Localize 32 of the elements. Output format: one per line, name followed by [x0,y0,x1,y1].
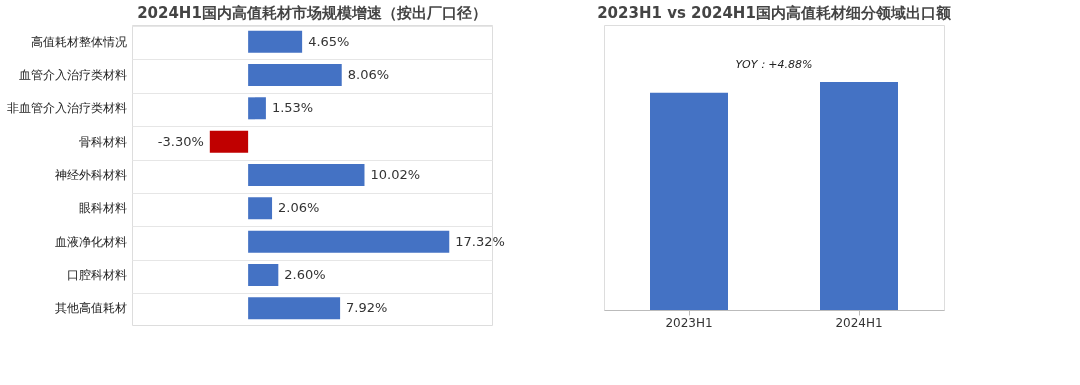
y-tick-label: 血管介入治疗类材料 [18,68,127,82]
chart-title: 2023H1 vs 2024H1国内高值耗材细分领域出口额 [597,4,952,22]
x-tick-label: 2024H1 [835,315,883,330]
data-label: 17.32% [455,233,505,249]
y-tick-label: 口腔科材料 [66,268,127,282]
y-tick-label: 高值耗材整体情况 [30,34,127,49]
y-tick-label: 神经外科材料 [54,168,127,182]
bar [248,30,303,53]
data-label: -3.30% [157,133,204,149]
bar [248,297,341,320]
y-tick-label: 血液净化材料 [54,234,127,249]
y-tick-label: 其他高值耗材 [54,301,127,316]
data-label: 2.60% [284,267,326,282]
bar [248,264,279,286]
data-label: 8.06% [347,67,390,82]
bar [248,97,266,120]
data-label: 10.02% [370,167,421,182]
text: YOY：+4.88% [735,58,813,71]
bar [248,64,342,86]
bar [248,164,365,186]
bar [209,130,249,153]
y-tick-label: 眼科材料 [78,201,127,216]
chart-title: 2024H1国内高值耗材市场规模增速（按出厂口径） [137,4,487,22]
data-label: 7.92% [346,300,388,316]
data-label: 1.53% [271,100,314,116]
y-tick-label: 骨科材料 [78,134,127,149]
bar [248,230,450,253]
bar [248,197,273,220]
y-tick-label: 非血管介入治疗类材料 [6,101,127,116]
x-tick-label: 2023H1 [665,315,713,330]
data-label: 2.06% [278,200,320,216]
data-label: 4.65% [308,33,350,49]
